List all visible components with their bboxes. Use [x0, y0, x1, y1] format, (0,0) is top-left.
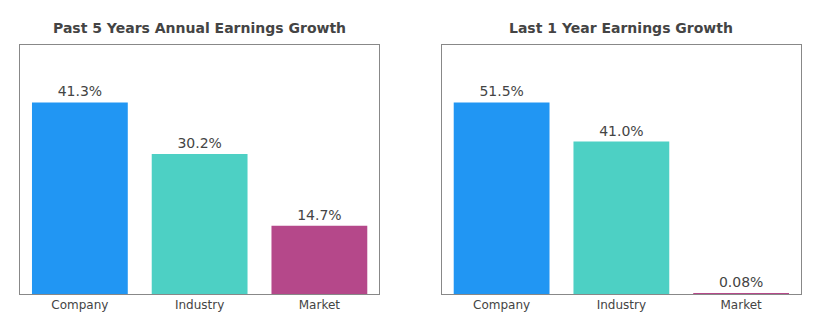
svg-text:Company: Company: [473, 298, 530, 312]
svg-text:Industry: Industry: [175, 298, 224, 312]
svg-text:51.5%: 51.5%: [479, 83, 523, 99]
svg-text:0.08%: 0.08%: [719, 274, 763, 290]
svg-text:Last 1 Year Earnings Growth: Last 1 Year Earnings Growth: [509, 20, 733, 36]
svg-text:Industry: Industry: [597, 298, 646, 312]
svg-text:41.0%: 41.0%: [599, 123, 643, 139]
svg-text:Past 5 Years Annual Earnings G: Past 5 Years Annual Earnings Growth: [53, 20, 346, 36]
svg-text:Market: Market: [299, 298, 341, 312]
svg-text:41.3%: 41.3%: [58, 83, 102, 99]
svg-text:Market: Market: [720, 298, 762, 312]
svg-text:14.7%: 14.7%: [297, 207, 341, 223]
svg-text:Company: Company: [51, 298, 108, 312]
svg-text:30.2%: 30.2%: [177, 135, 221, 151]
